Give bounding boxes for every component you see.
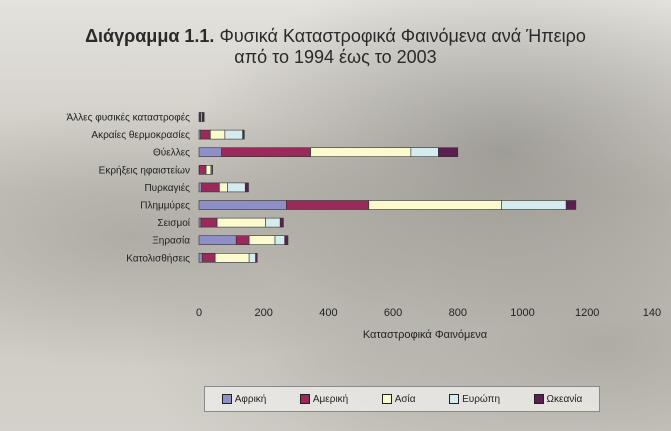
bar-segment xyxy=(201,112,205,122)
x-tick-label: 0 xyxy=(196,307,202,319)
category-label: Εκρήξεις ηφαιστείων xyxy=(99,164,190,176)
bar-segment xyxy=(248,235,276,245)
bar-segment xyxy=(201,182,220,193)
bar-segment xyxy=(219,182,228,193)
bar-segment xyxy=(244,182,249,193)
category-label: Άλλες φυσικές καταστροφές xyxy=(66,112,190,124)
bar-segment xyxy=(279,217,284,228)
legend-label: Ευρώπη xyxy=(462,393,501,405)
bar-segment xyxy=(200,217,218,228)
category-label: Πλημμύρες xyxy=(140,200,190,212)
bar-segment xyxy=(255,253,258,263)
legend-swatch xyxy=(221,394,232,404)
bar-segment xyxy=(211,165,213,175)
bar-segment xyxy=(210,129,226,140)
bar-segment xyxy=(198,200,287,210)
category-label: Ξηρασία xyxy=(152,235,190,247)
bar-segment xyxy=(235,235,250,245)
category-label: Ακραίες θερμοκρασίες xyxy=(91,129,190,141)
chart-title-line2: από το 1994 έως το 2003 xyxy=(234,47,437,67)
x-tick-label: 800 xyxy=(449,307,467,319)
x-tick-label: 1000 xyxy=(510,307,534,319)
bar-segment xyxy=(410,147,439,157)
bar-segment xyxy=(227,182,246,193)
legend-label: Αμερική xyxy=(312,393,349,405)
chart-title-line1: Φυσικά Καταστροφικά Φαινόμενα ανά Ήπειρο xyxy=(219,26,586,46)
x-tick-label: 1200 xyxy=(575,307,599,319)
bar-segment xyxy=(198,235,237,245)
bar-segment xyxy=(205,165,212,175)
x-axis-title: Καταστροφικά Φαινόμενα xyxy=(363,329,488,341)
bar-segment xyxy=(198,253,203,263)
x-tick-label: 200 xyxy=(255,307,273,319)
bar-segment xyxy=(214,253,250,263)
x-tick-label: 600 xyxy=(384,307,402,319)
legend-item: Ωκεανία xyxy=(533,393,583,405)
legend-swatch xyxy=(533,394,544,404)
chart-title: Διάγραμμα 1.1. Φυσικά Καταστροφικά Φαινό… xyxy=(0,26,671,68)
legend-item: Αμερική xyxy=(299,393,349,405)
category-label: Κατολισθήσεις xyxy=(126,252,190,264)
bar-segment xyxy=(438,147,459,157)
bar-segment xyxy=(310,147,412,157)
bar-segment xyxy=(242,129,245,140)
bar-segment xyxy=(221,147,311,157)
legend-item: Αφρική xyxy=(221,393,267,405)
bar-segment xyxy=(200,129,211,140)
legend-label: Ωκεανία xyxy=(546,393,583,405)
bar-segment xyxy=(201,253,216,263)
legend-label: Αφρική xyxy=(234,393,267,405)
legend-label: Ασία xyxy=(394,393,416,405)
bar-segment xyxy=(198,182,202,193)
chart-title-bold: Διάγραμμα 1.1. xyxy=(85,26,215,46)
legend-swatch xyxy=(299,394,310,404)
bar-segment xyxy=(199,165,207,175)
bar-segment xyxy=(274,235,286,245)
chart-legend: Αφρική Αμερική Ασία Ευρώπη Ωκεανία xyxy=(204,386,600,412)
bar-segment xyxy=(284,235,289,245)
bar-segment xyxy=(248,253,256,263)
category-label: Θύελλες xyxy=(153,147,190,159)
legend-item: Ευρώπη xyxy=(449,394,500,405)
bar-segment xyxy=(265,217,281,228)
legend-swatch xyxy=(449,394,460,404)
legend-item: Ασία xyxy=(381,393,416,405)
bar-segment xyxy=(501,200,567,210)
bar-segment xyxy=(565,200,577,210)
legend-swatch xyxy=(381,394,392,404)
bar-segment xyxy=(198,147,222,157)
bar-segment xyxy=(286,200,370,210)
bar-segment xyxy=(216,217,266,228)
bar-segment xyxy=(368,200,502,210)
category-label: Πυρκαγιές xyxy=(144,182,190,194)
x-tick-label: 140 xyxy=(643,307,661,319)
x-tick-label: 400 xyxy=(319,307,337,319)
category-label: Σεισμοί xyxy=(157,217,190,229)
bar-segment xyxy=(224,129,243,140)
